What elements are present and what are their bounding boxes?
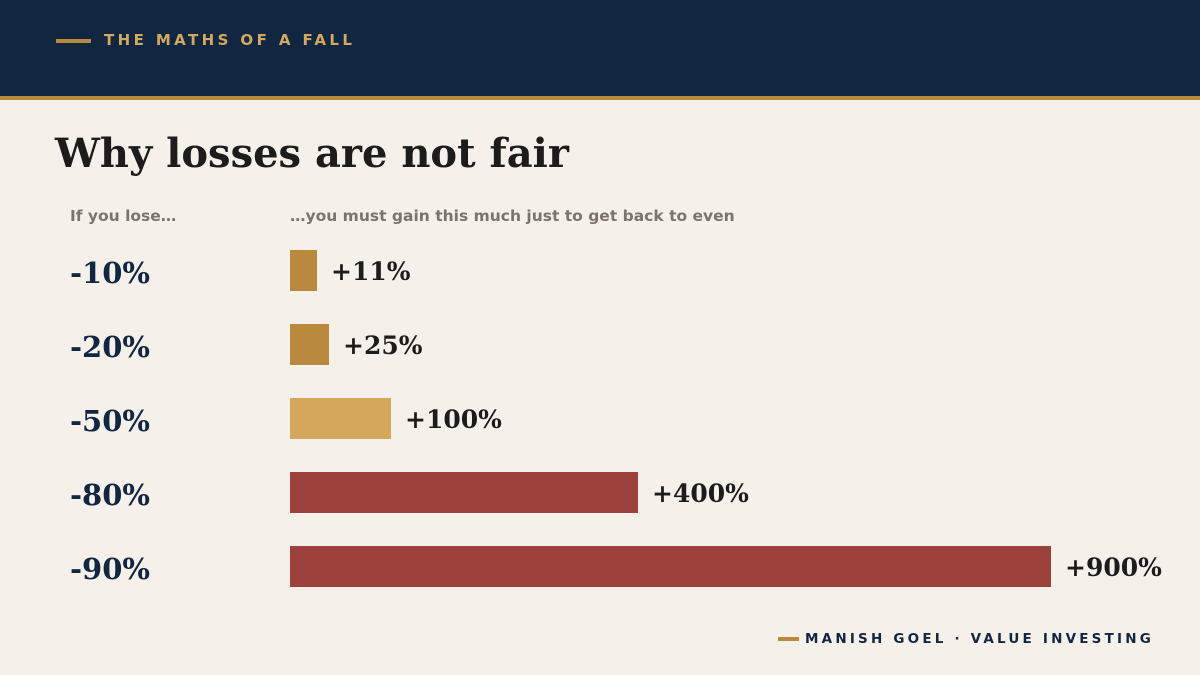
gain-value-label: +25% bbox=[343, 331, 423, 360]
recovery-bar bbox=[290, 546, 1051, 587]
loss-label: -80% bbox=[70, 478, 150, 512]
recovery-bar bbox=[290, 398, 391, 439]
footer-credit: MANISH GOEL · VALUE INVESTING bbox=[778, 630, 1154, 648]
gain-value-label: +400% bbox=[652, 479, 749, 508]
header-accent-rule bbox=[0, 96, 1200, 100]
loss-label: -90% bbox=[70, 552, 150, 586]
gain-value-label: +11% bbox=[331, 257, 411, 286]
loss-label: -10% bbox=[70, 256, 150, 290]
gain-value-label: +100% bbox=[405, 405, 502, 434]
recovery-bar bbox=[290, 472, 638, 513]
kicker-dash bbox=[56, 39, 91, 43]
recovery-bar bbox=[290, 324, 329, 365]
header-kicker: THE MATHS OF A FALL bbox=[104, 31, 356, 49]
footer-dash bbox=[778, 637, 800, 641]
footer-text: MANISH GOEL · VALUE INVESTING bbox=[805, 631, 1154, 647]
gain-value-label: +900% bbox=[1065, 553, 1162, 582]
loss-label: -50% bbox=[70, 404, 150, 438]
header-banner bbox=[0, 0, 1200, 96]
recovery-bar bbox=[290, 250, 317, 291]
column-header-gain: …you must gain this much just to get bac… bbox=[290, 207, 735, 225]
column-header-loss: If you lose… bbox=[70, 207, 177, 225]
page-title: Why losses are not fair bbox=[55, 130, 569, 177]
loss-label: -20% bbox=[70, 330, 150, 364]
